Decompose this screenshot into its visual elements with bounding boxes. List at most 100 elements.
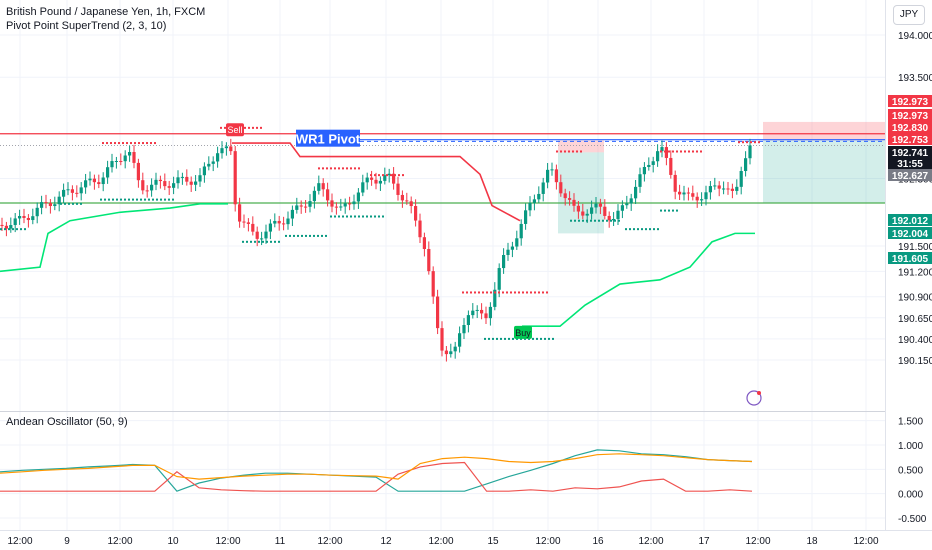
candle-body (735, 186, 739, 191)
pivot-dot (110, 142, 112, 145)
price-label-box (888, 95, 932, 107)
candle-body (264, 231, 268, 239)
indicator-title[interactable]: Pivot Point SuperTrend (2, 3, 10) (6, 20, 167, 32)
pivot-dot (60, 202, 62, 205)
pivot-dot (148, 198, 150, 201)
osc-tick: 1.000 (898, 441, 923, 452)
pivot-dot (498, 291, 500, 294)
pivot-dot (80, 202, 82, 205)
pivot-dot (220, 126, 222, 129)
pivot-dot (76, 202, 78, 205)
pivot-dots (484, 337, 554, 340)
pivot-dot (758, 141, 760, 144)
candle-body (97, 182, 101, 185)
price-label-box (888, 227, 932, 239)
pivot-dot (502, 291, 504, 294)
pivot-dots (100, 198, 174, 201)
candle-body (400, 194, 404, 201)
price-label-box (888, 133, 932, 145)
candle-body (290, 209, 294, 219)
candle-body (180, 176, 184, 178)
candle-body (154, 179, 158, 185)
time-tick: 18 (806, 536, 818, 547)
pivot-dot (258, 240, 260, 243)
pivot-dots (570, 219, 620, 222)
candle-body (62, 189, 66, 197)
candle-body (537, 193, 541, 200)
candle-body (686, 192, 690, 194)
candle-body (726, 188, 730, 190)
candle-body (568, 198, 572, 200)
price-tick: 190.150 (898, 356, 932, 367)
candle-body (220, 148, 224, 154)
price-tick: 190.900 (898, 293, 932, 304)
candle-body (79, 187, 83, 194)
pivot-dot (474, 291, 476, 294)
candle-body (466, 315, 470, 326)
candle-body (471, 310, 475, 316)
oscillator-title[interactable]: Andean Oscillator (50, 9) (6, 416, 128, 428)
price-tick: 190.400 (898, 335, 932, 346)
candle-body (128, 152, 132, 156)
oscillator-line (0, 449, 753, 492)
pivot-dot (530, 291, 532, 294)
candle-body (704, 192, 708, 200)
pivot-dots (462, 291, 548, 294)
pivot-dot (590, 219, 592, 222)
price-label: 192.973 (892, 97, 929, 108)
pivot-dot (64, 202, 66, 205)
price-tick: 191.200 (898, 267, 932, 278)
pane-divider[interactable] (0, 411, 885, 412)
candle-body (510, 246, 514, 250)
symbol-title[interactable]: British Pound / Japanese Yen, 1h, FXCM (6, 6, 206, 18)
candle-body (532, 199, 536, 203)
candle-body (524, 210, 528, 224)
candle-body (493, 289, 497, 307)
currency-button[interactable]: JPY (893, 5, 925, 25)
candle-body (352, 201, 356, 205)
supertrend-up-line (0, 203, 228, 273)
pivot-dot (488, 337, 490, 340)
candle-body (132, 152, 136, 163)
oscillator-line (0, 461, 753, 492)
pivot-dot (544, 337, 546, 340)
candle-body (304, 206, 308, 208)
pivot-dot (466, 291, 468, 294)
candle-body (106, 167, 110, 178)
pivot-dot (594, 219, 596, 222)
pivot-dot (274, 240, 276, 243)
candle-body (216, 153, 220, 162)
pivot-dot (12, 228, 14, 231)
candles (0, 138, 752, 362)
pivot-dot (318, 167, 320, 170)
pivot-dot (342, 167, 344, 170)
candle-body (519, 223, 523, 239)
candle-body (339, 206, 343, 208)
pivot-dot (504, 337, 506, 340)
osc-tick: 1.500 (898, 417, 923, 428)
pivot-dot (538, 291, 540, 294)
pivot-dot (160, 198, 162, 201)
candle-body (13, 218, 17, 226)
pivot-dot (746, 141, 748, 144)
candle-body (185, 176, 189, 182)
pivot-dot (512, 337, 514, 340)
candle-body (713, 185, 717, 187)
sell-signal-label: Sell (227, 125, 242, 135)
pivot-dot (270, 240, 272, 243)
candle-body (739, 171, 743, 187)
candle-body (246, 222, 250, 224)
candle-body (405, 200, 409, 202)
pivot-dot (116, 198, 118, 201)
pivot-dot (653, 228, 655, 231)
pivot-dot (104, 198, 106, 201)
candle-body (268, 223, 272, 232)
time-tick: 16 (592, 536, 604, 547)
candle-body (211, 161, 215, 164)
pivot-dot (614, 219, 616, 222)
candle-body (502, 254, 506, 269)
time-scale-border (0, 530, 932, 531)
supertrend-down-line (232, 142, 521, 222)
pivot-dot (156, 198, 158, 201)
